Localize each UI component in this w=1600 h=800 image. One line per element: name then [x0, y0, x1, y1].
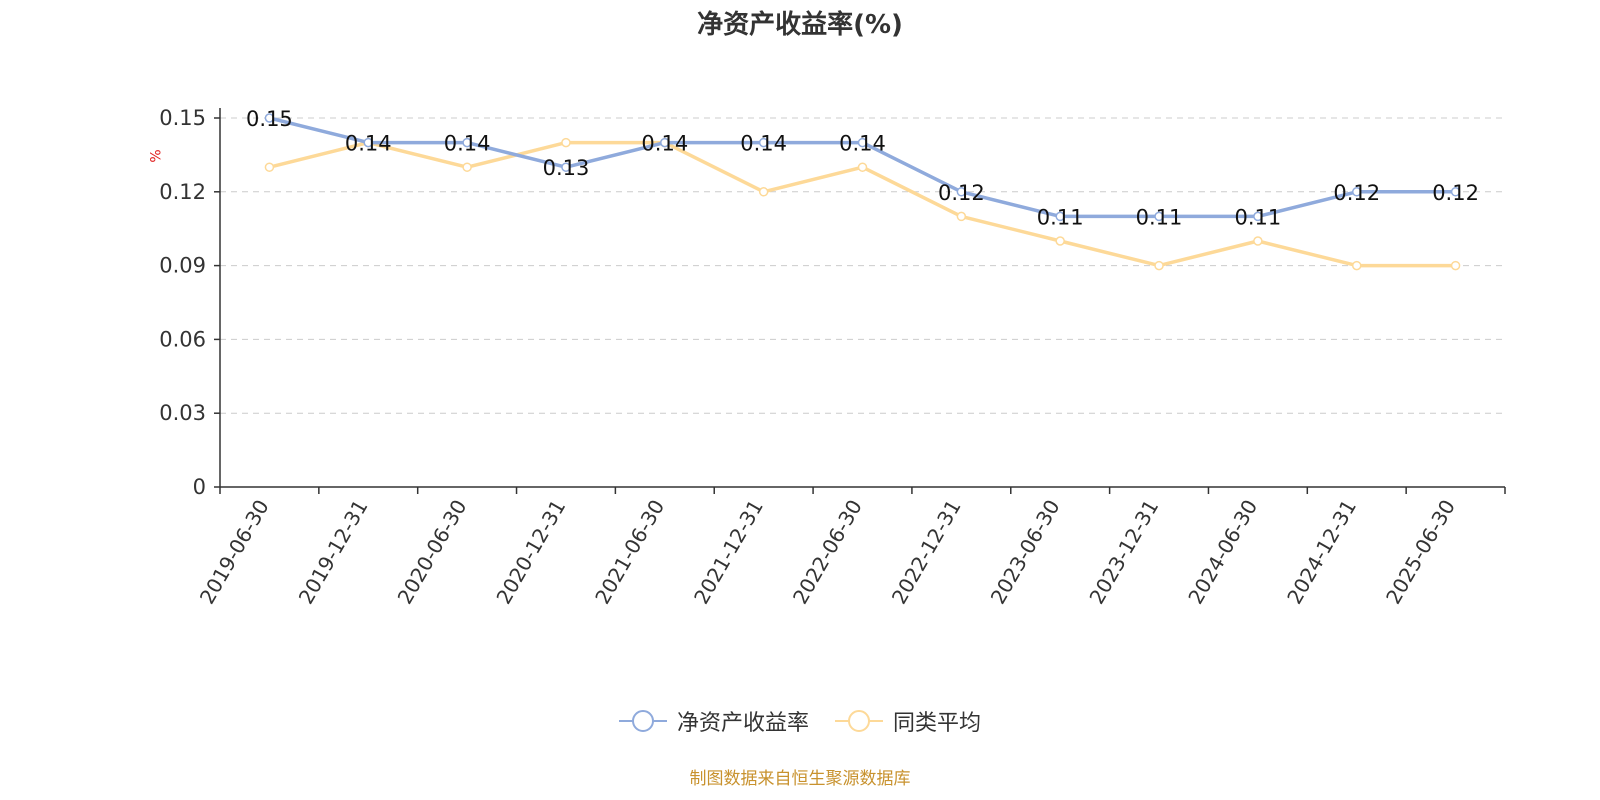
data-point-0: [363, 137, 374, 148]
data-label: 0.14: [839, 132, 886, 156]
x-tick-label: 2025-06-30: [1381, 496, 1460, 609]
x-tick-label: 2023-06-30: [986, 496, 1065, 609]
data-point-0: [1450, 187, 1461, 197]
data-label: 0.14: [641, 132, 688, 156]
y-tick-label: 0.15: [159, 106, 206, 130]
x-tick-label: 2024-12-31: [1282, 496, 1361, 609]
x-tick-label: 2021-06-30: [590, 496, 669, 609]
data-label: 0.12: [938, 181, 985, 205]
data-label: 0.14: [740, 132, 787, 156]
data-label: 0.12: [1333, 181, 1380, 205]
y-tick-label: 0.09: [159, 254, 206, 278]
x-tick-label: 2019-12-31: [294, 496, 373, 609]
data-point-0: [561, 162, 571, 172]
data-point-0: [660, 137, 670, 148]
series-line-1: [269, 140, 1456, 268]
data-label: 0.14: [345, 132, 392, 156]
x-tick-label: 2022-06-30: [788, 496, 867, 609]
x-tick-label: 2023-12-31: [1084, 496, 1163, 609]
legend-label-main: 净资产收益率: [676, 711, 809, 736]
data-point-0: [758, 137, 769, 148]
data-label: 0.12: [1432, 181, 1479, 205]
data-point-1: [462, 162, 472, 172]
data-point-1: [1351, 260, 1362, 271]
legend-item-main[interactable]: 净资产收益率: [618, 705, 809, 737]
y-tick-label: 0: [193, 475, 206, 499]
data-point-1: [1253, 236, 1263, 246]
data-point-1: [1450, 260, 1461, 271]
legend-item-average[interactable]: 同类平均: [835, 705, 981, 737]
data-point-0: [956, 187, 967, 197]
data-point-0: [264, 113, 275, 123]
data-point-1: [561, 137, 571, 148]
data-label: 0.15: [246, 107, 293, 131]
x-tick-label: 2021-12-31: [689, 496, 768, 609]
source-note: 制图数据来自恒生聚源数据库: [689, 769, 911, 789]
chart-title: 净资产收益率(%): [697, 10, 903, 40]
data-label: 0.14: [444, 132, 491, 156]
data-label: 0.13: [543, 156, 590, 180]
legend-swatch-average-icon: [835, 709, 883, 733]
data-point-1: [758, 187, 769, 197]
line-chart: 0 0.03 0.06 0.09 0.12 0.15 2019-06-30 2019-12-3…: [159, 106, 1506, 609]
data-point-1: [1055, 236, 1065, 246]
x-tick-label: 2019-06-30: [195, 496, 274, 609]
data-point-0: [1253, 211, 1263, 222]
data-point-1: [1154, 260, 1164, 271]
x-tick-label: 2020-12-31: [491, 496, 570, 609]
data-point-0: [1351, 187, 1362, 197]
data-label: 0.11: [1136, 205, 1183, 229]
data-point-1: [956, 211, 967, 222]
data-point-0: [462, 137, 472, 148]
data-point-1: [264, 162, 275, 172]
x-tick-label: 2020-06-30: [393, 495, 472, 608]
y-tick-label: 0.03: [159, 401, 206, 425]
legend-swatch-main-icon: [618, 709, 667, 733]
y-tick-label: 0.12: [159, 180, 206, 204]
data-label: 0.11: [1037, 205, 1084, 229]
data-label: 0.11: [1235, 205, 1282, 229]
x-tick-label: 2022-12-31: [887, 496, 966, 609]
data-point-0: [1154, 211, 1164, 222]
data-point-0: [857, 137, 868, 148]
y-tick-label: 0.06: [159, 327, 206, 351]
legend-label-average: 同类平均: [893, 711, 982, 736]
data-point-0: [1055, 211, 1065, 222]
data-point-1: [857, 162, 868, 172]
legend: 净资产收益率 同类平均: [0, 705, 1600, 737]
x-tick-label: 2024-06-30: [1183, 496, 1262, 609]
